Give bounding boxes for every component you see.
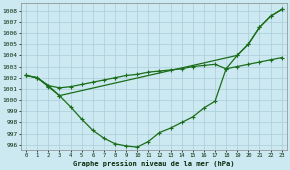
X-axis label: Graphe pression niveau de la mer (hPa): Graphe pression niveau de la mer (hPa) xyxy=(73,160,235,167)
